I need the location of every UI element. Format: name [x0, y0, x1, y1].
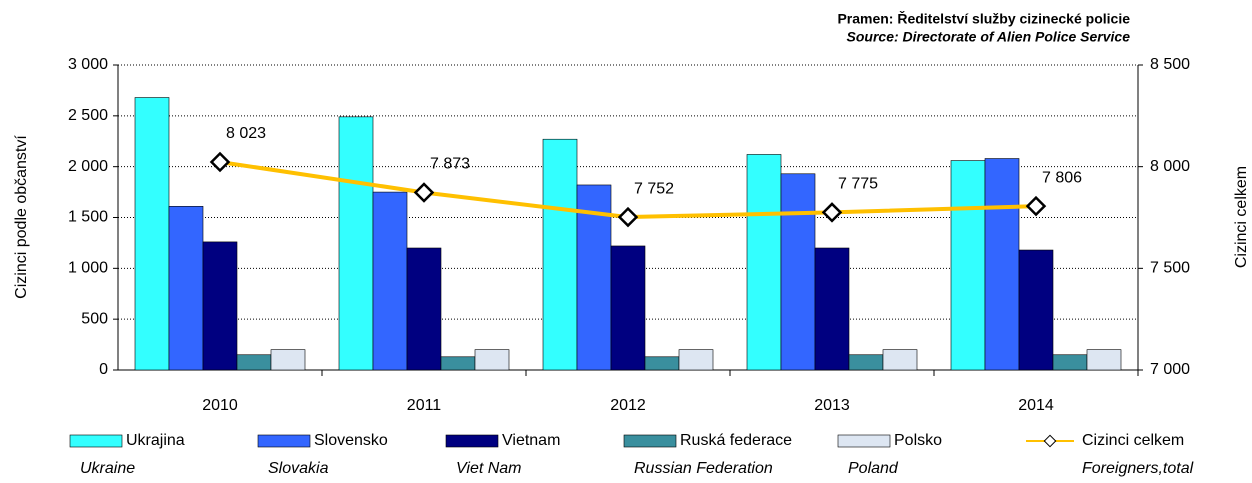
bar — [406, 247, 442, 371]
data-label: 7 806 — [1042, 169, 1082, 186]
legend-label: Ruská federace — [680, 432, 792, 449]
bar — [814, 247, 850, 371]
bar — [848, 354, 884, 371]
x-tick-label: 2011 — [407, 397, 442, 414]
bar — [202, 241, 238, 371]
y-tick-label: 1 000 — [68, 260, 108, 277]
y2-axis-label: Cizinci celkem — [1233, 166, 1250, 268]
line-marker — [1025, 195, 1047, 217]
bar — [678, 349, 714, 371]
legend-label: Ukrajina — [126, 432, 185, 449]
data-label: 8 023 — [226, 125, 266, 142]
bar — [134, 97, 170, 371]
bar — [1018, 249, 1054, 371]
legend-label: Cizinci celkem — [1082, 432, 1184, 449]
bar — [1086, 349, 1122, 371]
bar — [610, 245, 646, 371]
source-en: Source: Directorate of Alien Police Serv… — [847, 29, 1131, 45]
legend-label-en: Slovakia — [268, 460, 329, 477]
x-tick-label: 2010 — [202, 397, 238, 414]
y2-tick-label: 7 500 — [1150, 260, 1190, 277]
y2-tick-label: 7 000 — [1150, 361, 1190, 378]
y2-tick-label: 8 500 — [1150, 56, 1190, 73]
bar — [1052, 354, 1088, 371]
line-marker — [413, 182, 435, 203]
data-label: 7 775 — [838, 176, 878, 193]
x-tick-label: 2014 — [1018, 397, 1054, 414]
y-axis-label: Cizinci podle občanství — [13, 135, 30, 299]
bar — [950, 160, 986, 371]
legend-label-en: Viet Nam — [456, 460, 522, 477]
bar — [236, 354, 272, 371]
bar — [168, 206, 204, 371]
bar — [440, 356, 476, 371]
bar — [780, 173, 816, 371]
x-tick-label: 2012 — [610, 397, 646, 414]
y2-tick-label: 8 000 — [1150, 158, 1190, 175]
legend-swatch — [69, 434, 123, 448]
legend-label: Slovensko — [314, 432, 388, 449]
bar — [984, 158, 1020, 371]
bar — [746, 154, 782, 371]
legend-label-en: Poland — [848, 460, 899, 477]
y-tick-label: 2 000 — [68, 158, 108, 175]
legend-marker — [1043, 434, 1057, 448]
legend-label: Vietnam — [502, 432, 560, 449]
y-tick-label: 1 500 — [68, 209, 108, 226]
data-label: 7 873 — [430, 156, 470, 173]
legend-swatch — [623, 434, 677, 448]
y-tick-label: 2 500 — [68, 107, 108, 124]
bar — [338, 116, 374, 371]
line-marker — [821, 202, 843, 223]
data-label: 7 752 — [634, 180, 674, 197]
source-cz: Pramen: Ředitelství služby cizinecké pol… — [837, 10, 1130, 27]
legend-swatch — [445, 434, 499, 448]
y-tick-label: 500 — [81, 310, 108, 327]
legend-label: Polsko — [894, 432, 942, 449]
bar — [372, 191, 408, 371]
line-marker — [617, 206, 639, 228]
bar — [542, 138, 578, 371]
bar — [270, 349, 306, 371]
legend-label-en: Russian Federation — [634, 460, 773, 477]
legend-swatch — [837, 434, 891, 448]
bar — [644, 356, 680, 371]
y-tick-label: 0 — [99, 361, 108, 378]
x-tick-label: 2013 — [814, 397, 850, 414]
legend-label-en: Foreigners,total — [1082, 460, 1194, 477]
legend-swatch — [257, 434, 311, 448]
line-marker — [209, 151, 231, 173]
legend-label-en: Ukraine — [80, 460, 135, 477]
bar — [474, 349, 510, 371]
bar — [882, 349, 918, 371]
y-tick-label: 3 000 — [68, 56, 108, 73]
